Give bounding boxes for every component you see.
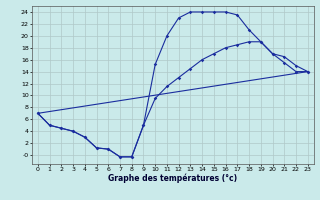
- X-axis label: Graphe des températures (°c): Graphe des températures (°c): [108, 174, 237, 183]
